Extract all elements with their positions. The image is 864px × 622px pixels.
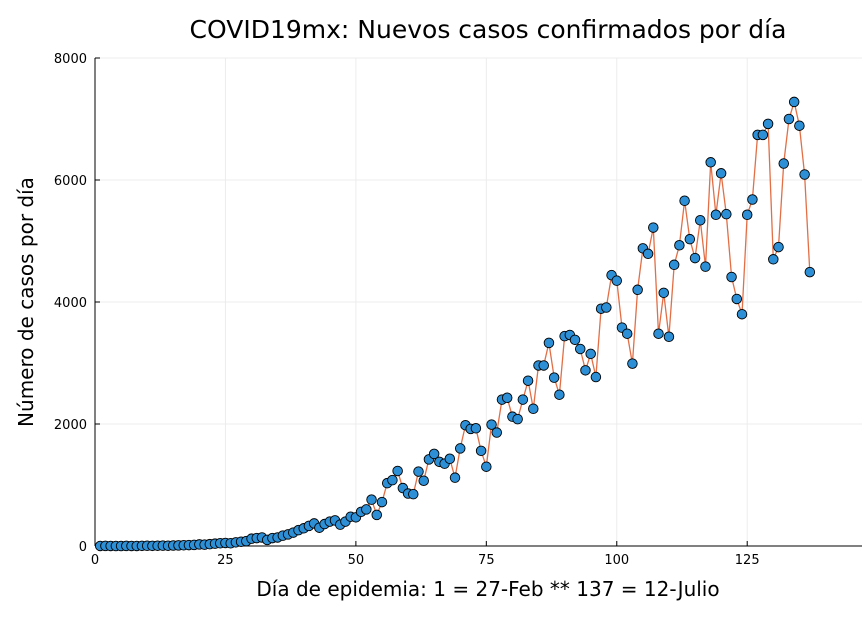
data-point	[366, 494, 377, 505]
data-point	[741, 209, 753, 221]
data-point	[736, 308, 748, 320]
data-point	[522, 375, 534, 386]
tick-labels: 0 25 50 75 100 125 0 2000 4000 6000 8000	[54, 52, 760, 568]
data-point	[621, 328, 633, 339]
data-point	[454, 443, 466, 454]
data-point	[538, 360, 549, 371]
data-point	[418, 475, 429, 486]
x-tick-label: 50	[348, 553, 365, 568]
x-tick-label: 25	[217, 553, 234, 568]
data-point	[705, 157, 716, 168]
data-point	[376, 496, 388, 508]
y-tick-label: 2000	[54, 418, 87, 433]
data-point	[444, 453, 456, 465]
data-point	[590, 371, 602, 383]
data-point	[632, 284, 643, 296]
data-point	[653, 328, 664, 339]
data-point	[413, 466, 424, 477]
data-point	[658, 287, 669, 299]
y-tick-label: 6000	[54, 174, 87, 189]
chart-title: COVID19mx: Nuevos casos confirmados por …	[190, 15, 787, 44]
data-point	[387, 474, 398, 486]
data-point	[371, 509, 383, 521]
data-point	[611, 275, 623, 286]
data-point	[501, 392, 513, 404]
data-point	[601, 302, 612, 313]
data-point	[710, 209, 722, 221]
data-point	[695, 215, 706, 226]
data-point	[679, 195, 690, 206]
data-point	[783, 113, 795, 125]
data-point	[689, 252, 701, 264]
data-point	[569, 334, 581, 346]
data-point	[361, 504, 372, 515]
data-point	[481, 461, 492, 472]
data-point	[491, 427, 503, 438]
data-point	[747, 194, 758, 205]
data-point	[543, 337, 555, 349]
data-point	[574, 343, 586, 355]
y-tick-label: 8000	[54, 52, 87, 67]
data-point	[408, 488, 419, 500]
data-point	[721, 208, 732, 220]
data-point	[486, 419, 497, 430]
data-point	[700, 261, 711, 272]
x-axis-title: Día de epidemia: 1 = 27-Feb ** 137 = 12-…	[256, 577, 719, 601]
data-point	[674, 240, 685, 251]
data-point	[517, 394, 529, 405]
data-point	[663, 331, 675, 343]
data-point	[684, 233, 696, 245]
x-tick-label: 125	[735, 553, 760, 568]
data-point	[794, 120, 805, 131]
data-point	[804, 266, 816, 278]
x-tick-label: 75	[478, 553, 495, 568]
data-point	[475, 445, 487, 457]
x-tick-label: 100	[604, 553, 629, 568]
x-tick-label: 0	[91, 553, 99, 568]
data-point	[470, 423, 482, 434]
data-point	[757, 129, 769, 141]
data-point	[726, 271, 737, 283]
data-point	[449, 472, 461, 483]
data-point	[715, 168, 727, 179]
data-point	[627, 358, 638, 369]
data-point	[773, 241, 784, 253]
data-point	[428, 448, 440, 460]
y-tick-label: 0	[79, 540, 87, 555]
data-point	[788, 96, 800, 108]
data-point	[554, 389, 565, 400]
data-point	[642, 248, 654, 260]
data-point-group	[94, 96, 816, 552]
grid	[94, 57, 862, 547]
data-point	[799, 169, 810, 180]
data-point	[731, 293, 743, 305]
y-axis-title: Número de casos por día	[14, 177, 38, 427]
data-point	[778, 158, 789, 169]
data-point	[648, 222, 659, 233]
y-tick-label: 4000	[54, 296, 87, 311]
data-point	[668, 259, 680, 271]
data-point	[762, 118, 774, 130]
data-point	[528, 403, 539, 415]
data-point	[768, 254, 779, 265]
data-point	[585, 348, 596, 360]
data-point	[580, 365, 591, 376]
data-point	[392, 465, 403, 477]
data-point	[512, 413, 523, 425]
data-point	[548, 372, 560, 383]
